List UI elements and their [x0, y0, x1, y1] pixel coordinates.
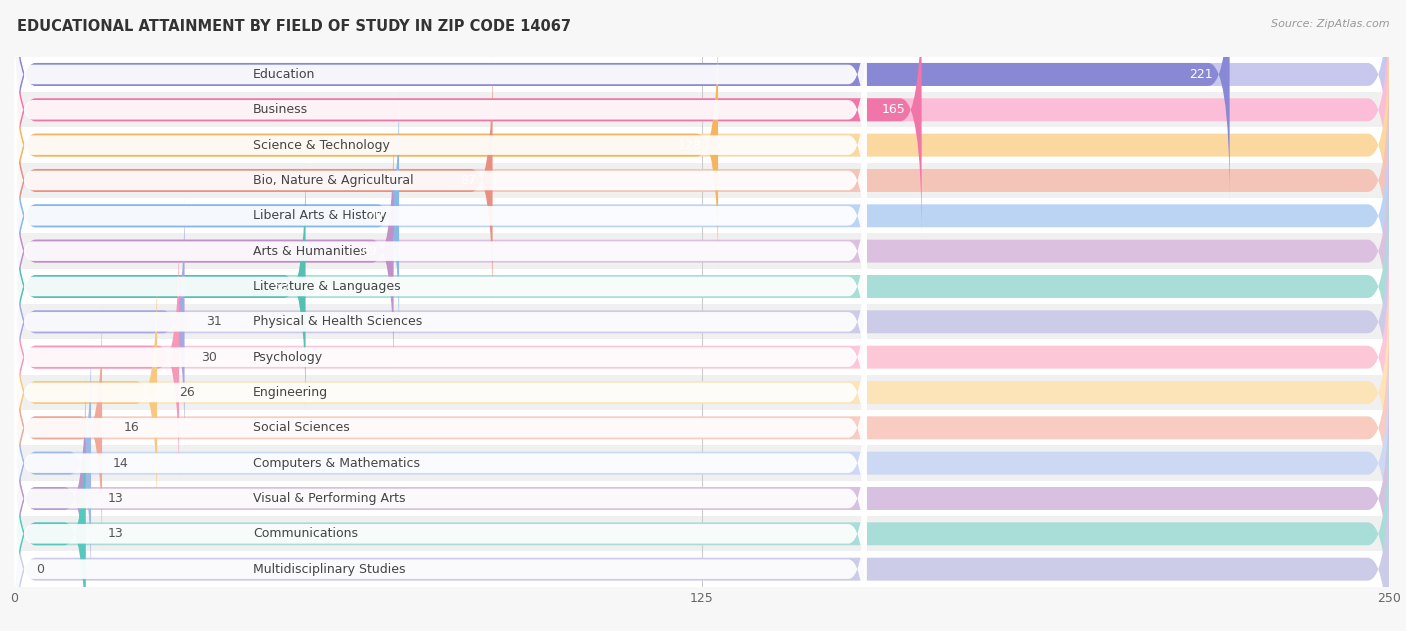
FancyBboxPatch shape	[14, 73, 866, 288]
FancyBboxPatch shape	[14, 302, 103, 554]
Text: Psychology: Psychology	[253, 351, 323, 363]
Text: Communications: Communications	[253, 528, 357, 540]
FancyBboxPatch shape	[14, 231, 179, 483]
Text: Bio, Nature & Agricultural: Bio, Nature & Agricultural	[253, 174, 413, 187]
FancyBboxPatch shape	[14, 90, 399, 342]
Text: 70: 70	[367, 209, 382, 222]
FancyBboxPatch shape	[14, 266, 157, 519]
FancyBboxPatch shape	[14, 372, 86, 625]
Text: 14: 14	[112, 457, 129, 469]
FancyBboxPatch shape	[14, 196, 1389, 448]
FancyBboxPatch shape	[14, 125, 1389, 377]
FancyBboxPatch shape	[14, 356, 866, 570]
Text: Multidisciplinary Studies: Multidisciplinary Studies	[253, 563, 405, 575]
FancyBboxPatch shape	[14, 109, 866, 323]
Bar	[14, 339, 1389, 375]
Text: 13: 13	[108, 492, 124, 505]
Text: 128: 128	[678, 139, 702, 151]
FancyBboxPatch shape	[14, 302, 1389, 554]
Text: Visual & Performing Arts: Visual & Performing Arts	[253, 492, 405, 505]
FancyBboxPatch shape	[14, 408, 1389, 631]
FancyBboxPatch shape	[14, 179, 866, 394]
Text: Physical & Health Sciences: Physical & Health Sciences	[253, 316, 422, 328]
FancyBboxPatch shape	[14, 215, 866, 429]
Text: 69: 69	[361, 245, 377, 257]
FancyBboxPatch shape	[14, 19, 718, 271]
Text: 13: 13	[108, 528, 124, 540]
FancyBboxPatch shape	[14, 0, 1389, 201]
Text: Business: Business	[253, 103, 308, 116]
Text: Liberal Arts & History: Liberal Arts & History	[253, 209, 387, 222]
FancyBboxPatch shape	[14, 144, 866, 358]
Text: Science & Technology: Science & Technology	[253, 139, 389, 151]
FancyBboxPatch shape	[14, 337, 91, 589]
Text: Education: Education	[253, 68, 315, 81]
FancyBboxPatch shape	[14, 0, 921, 236]
Bar	[14, 163, 1389, 198]
FancyBboxPatch shape	[14, 38, 866, 252]
Bar	[14, 410, 1389, 445]
FancyBboxPatch shape	[14, 321, 866, 535]
Bar	[14, 92, 1389, 127]
FancyBboxPatch shape	[14, 54, 492, 307]
Text: 16: 16	[124, 422, 139, 434]
Bar	[14, 445, 1389, 481]
FancyBboxPatch shape	[14, 0, 1389, 236]
Text: Source: ZipAtlas.com: Source: ZipAtlas.com	[1271, 19, 1389, 29]
FancyBboxPatch shape	[14, 250, 866, 464]
FancyBboxPatch shape	[14, 160, 1389, 413]
FancyBboxPatch shape	[14, 285, 866, 500]
Text: EDUCATIONAL ATTAINMENT BY FIELD OF STUDY IN ZIP CODE 14067: EDUCATIONAL ATTAINMENT BY FIELD OF STUDY…	[17, 19, 571, 34]
FancyBboxPatch shape	[14, 231, 1389, 483]
FancyBboxPatch shape	[14, 408, 86, 631]
FancyBboxPatch shape	[14, 337, 1389, 589]
Bar	[14, 233, 1389, 269]
Bar	[14, 375, 1389, 410]
Bar	[14, 198, 1389, 233]
FancyBboxPatch shape	[14, 160, 305, 413]
FancyBboxPatch shape	[14, 125, 394, 377]
Text: 221: 221	[1189, 68, 1213, 81]
Bar	[14, 269, 1389, 304]
Bar	[14, 516, 1389, 551]
FancyBboxPatch shape	[14, 427, 866, 631]
FancyBboxPatch shape	[14, 443, 1389, 631]
FancyBboxPatch shape	[14, 372, 1389, 625]
Text: Arts & Humanities: Arts & Humanities	[253, 245, 367, 257]
FancyBboxPatch shape	[14, 90, 1389, 342]
Text: 87: 87	[460, 174, 477, 187]
FancyBboxPatch shape	[14, 391, 866, 606]
Bar	[14, 481, 1389, 516]
Text: 0: 0	[37, 563, 44, 575]
Bar	[14, 127, 1389, 163]
Text: 53: 53	[273, 280, 290, 293]
Text: 31: 31	[207, 316, 222, 328]
Bar	[14, 57, 1389, 92]
FancyBboxPatch shape	[14, 54, 1389, 307]
FancyBboxPatch shape	[14, 0, 866, 182]
Text: 30: 30	[201, 351, 217, 363]
Text: Computers & Mathematics: Computers & Mathematics	[253, 457, 420, 469]
Bar	[14, 304, 1389, 339]
Text: Engineering: Engineering	[253, 386, 328, 399]
Text: Literature & Languages: Literature & Languages	[253, 280, 401, 293]
FancyBboxPatch shape	[14, 462, 866, 631]
FancyBboxPatch shape	[14, 0, 1230, 201]
FancyBboxPatch shape	[14, 3, 866, 217]
Text: Social Sciences: Social Sciences	[253, 422, 350, 434]
Text: 165: 165	[882, 103, 905, 116]
Text: 26: 26	[179, 386, 195, 399]
FancyBboxPatch shape	[14, 196, 184, 448]
Bar	[14, 551, 1389, 587]
FancyBboxPatch shape	[14, 266, 1389, 519]
FancyBboxPatch shape	[14, 19, 1389, 271]
